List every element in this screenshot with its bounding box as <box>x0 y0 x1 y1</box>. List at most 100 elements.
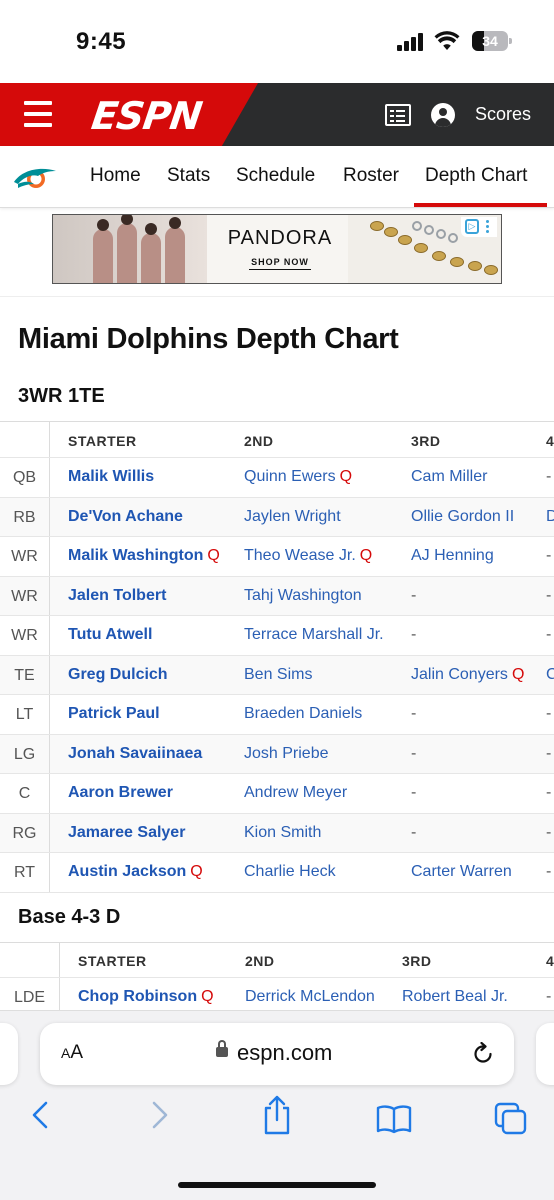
player-link[interactable]: Derrick McLendon <box>245 988 375 1006</box>
url-text: espn.com <box>237 1040 333 1065</box>
column-header: 3RD <box>411 433 441 449</box>
position-label: WR <box>0 537 50 576</box>
user-account-icon[interactable] <box>431 103 455 127</box>
player-name: Andrew Meyer <box>244 784 348 801</box>
player-name: Jalin Conyers <box>411 665 508 683</box>
player-link[interactable]: Cam Miller <box>411 468 487 486</box>
player-name: Carter Warren <box>411 863 512 880</box>
player-name: - <box>411 823 417 841</box>
player-link[interactable]: Braeden Daniels <box>244 705 362 723</box>
player-name: Malik Washington <box>68 547 204 564</box>
player-link[interactable]: Kion Smith <box>244 824 321 842</box>
tab-roster[interactable]: Roster <box>343 165 399 186</box>
tab-home[interactable]: Home <box>90 165 141 186</box>
player-link[interactable]: C <box>546 666 554 684</box>
player-link[interactable]: Austin Jackson Q <box>68 863 203 881</box>
ad-choices-icon[interactable]: ▷ <box>461 217 497 237</box>
player-link[interactable]: Jaylen Wright <box>244 508 341 526</box>
player-link[interactable]: Theo Wease Jr. Q <box>244 547 372 565</box>
player-link[interactable]: Chop Robinson Q <box>78 988 214 1006</box>
wifi-icon <box>434 31 460 50</box>
tab-depth-chart[interactable]: Depth Chart <box>425 165 528 186</box>
back-icon[interactable] <box>30 1100 50 1130</box>
player-name: - <box>411 586 417 604</box>
player-link[interactable]: Jalin Conyers Q <box>411 666 524 684</box>
player-name: - <box>546 823 552 841</box>
player-link[interactable]: D <box>546 508 554 526</box>
share-icon[interactable] <box>261 1094 293 1136</box>
questionable-badge: Q <box>207 547 220 564</box>
player-link[interactable]: Aaron Brewer <box>68 784 173 802</box>
player-link: - <box>546 784 551 802</box>
depth-row: WR Malik Washington Q Theo Wease Jr. Q AJ Hen… <box>0 537 554 577</box>
scores-link[interactable]: Scores <box>475 104 532 124</box>
player-link[interactable]: De'Von Achane <box>68 508 183 526</box>
tab-stats[interactable]: Stats <box>167 165 211 186</box>
forward-icon[interactable] <box>150 1100 170 1130</box>
bookmarks-icon[interactable] <box>376 1104 412 1134</box>
player-link: - <box>546 547 551 565</box>
player-link[interactable]: Malik Washington Q <box>68 547 220 565</box>
player-link[interactable]: Charlie Heck <box>244 863 336 881</box>
player-name: Kion Smith <box>244 823 322 841</box>
position-label: RG <box>0 813 50 852</box>
player-name: D <box>546 507 554 525</box>
column-header: 2ND <box>245 953 275 969</box>
player-link[interactable]: Jamaree Salyer <box>68 824 185 842</box>
player-name: - <box>411 784 417 801</box>
column-header: 4 <box>546 433 554 449</box>
player-link[interactable]: Patrick Paul <box>68 705 160 723</box>
reload-icon[interactable] <box>471 1042 495 1066</box>
previous-tab-pill[interactable] <box>0 1023 18 1085</box>
tab-schedule[interactable]: Schedule <box>236 165 316 186</box>
tabs-icon[interactable] <box>494 1102 528 1136</box>
page-settings-button[interactable]: AA <box>61 1042 84 1063</box>
dolphins-logo-icon[interactable] <box>12 162 58 192</box>
advertisement-banner[interactable]: PANDORA SHOP NOW ▷ <box>52 214 502 284</box>
player-name: Terrace Marshall Jr. <box>244 626 384 643</box>
player-link: - <box>411 705 416 723</box>
player-link[interactable]: Quinn Ewers Q <box>244 468 352 486</box>
player-link[interactable]: Andrew Meyer <box>244 784 347 802</box>
position-label: RT <box>0 853 50 892</box>
player-link[interactable]: Carter Warren <box>411 863 512 881</box>
menu-icon[interactable] <box>24 101 52 127</box>
player-link[interactable]: Jonah Savaiinaea <box>68 745 202 763</box>
player-name: Tutu Atwell <box>68 626 153 643</box>
player-name: Cam Miller <box>411 468 488 485</box>
page-title: Miami Dolphins Depth Chart <box>18 323 399 355</box>
player-link[interactable]: Malik Willis <box>68 468 154 486</box>
table-header-row: STARTER 2ND 3RD 4 <box>0 421 554 458</box>
column-header: 3RD <box>402 953 432 969</box>
player-name: Malik Willis <box>68 468 155 485</box>
player-link[interactable]: Tahj Washington <box>244 587 362 605</box>
player-name: Jaylen Wright <box>244 507 341 525</box>
player-name: - <box>546 586 552 604</box>
position-label: QB <box>0 458 50 497</box>
player-link[interactable]: Tutu Atwell <box>68 626 152 644</box>
player-link[interactable]: Greg Dulcich <box>68 666 168 684</box>
player-name: Theo Wease Jr. <box>244 547 356 564</box>
player-link[interactable]: Robert Beal Jr. <box>402 988 508 1006</box>
player-link[interactable]: Ollie Gordon II <box>411 508 514 526</box>
player-name: Chop Robinson <box>78 988 198 1005</box>
player-link[interactable]: Terrace Marshall Jr. <box>244 626 384 644</box>
status-time: 9:45 <box>76 28 127 55</box>
news-feed-icon[interactable] <box>385 104 411 126</box>
address-bar[interactable]: AA espn.com <box>40 1023 514 1085</box>
ad-shop-now-link[interactable]: SHOP NOW <box>249 257 311 270</box>
player-name: - <box>546 784 552 801</box>
player-link[interactable]: Ben Sims <box>244 666 312 684</box>
next-tab-pill[interactable] <box>536 1023 554 1085</box>
offense-section-title: 3WR 1TE <box>18 385 105 407</box>
player-link[interactable]: AJ Henning <box>411 547 494 565</box>
player-link[interactable]: Jalen Tolbert <box>68 587 166 605</box>
ad-brand: PANDORA <box>227 227 333 249</box>
column-header: 2ND <box>244 433 274 449</box>
player-link[interactable]: Josh Priebe <box>244 745 329 763</box>
espn-logo[interactable]: ESPN <box>88 94 205 138</box>
battery-level: 34 <box>482 33 498 49</box>
home-indicator <box>178 1182 376 1188</box>
player-link: - <box>546 988 551 1006</box>
player-link: - <box>546 863 551 881</box>
